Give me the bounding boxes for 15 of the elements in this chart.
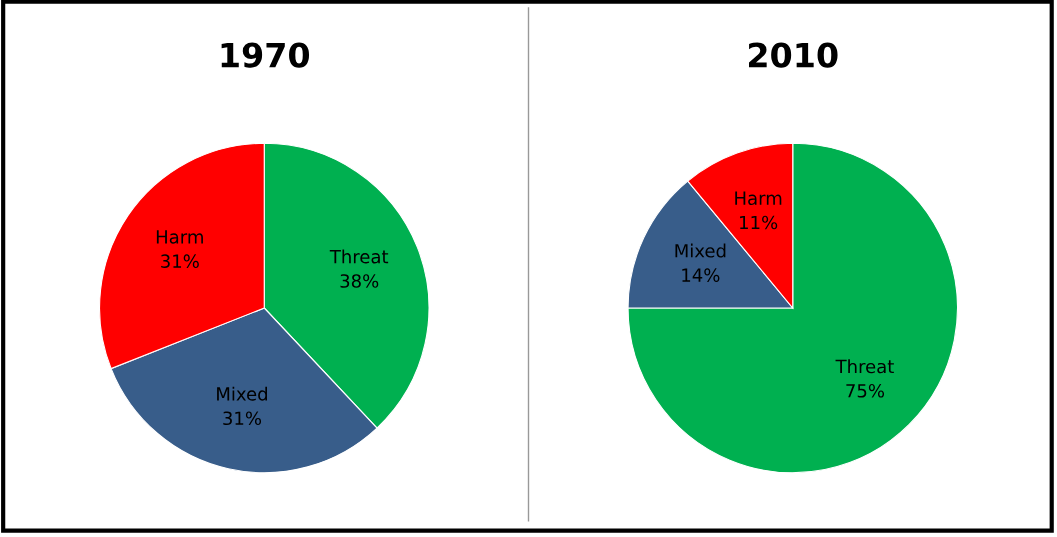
slice-label: Mixed [217,386,267,401]
data-label: 11% [740,215,778,230]
data-label: 75% [846,383,885,398]
slice-label: Mixed [675,243,726,258]
pie-slice [627,142,959,474]
chart-title: 2010 [749,42,838,68]
slice-label: Harm [156,230,203,244]
slice-label: Threat [835,359,894,374]
chart-title: 1970 [221,42,310,68]
data-label: 14% [682,268,720,282]
data-label: 31% [223,411,262,426]
data-label: 38% [340,274,379,288]
slice-label: Threat [329,249,389,264]
slice-label: Harm [735,191,782,205]
data-label: 31% [161,254,199,269]
